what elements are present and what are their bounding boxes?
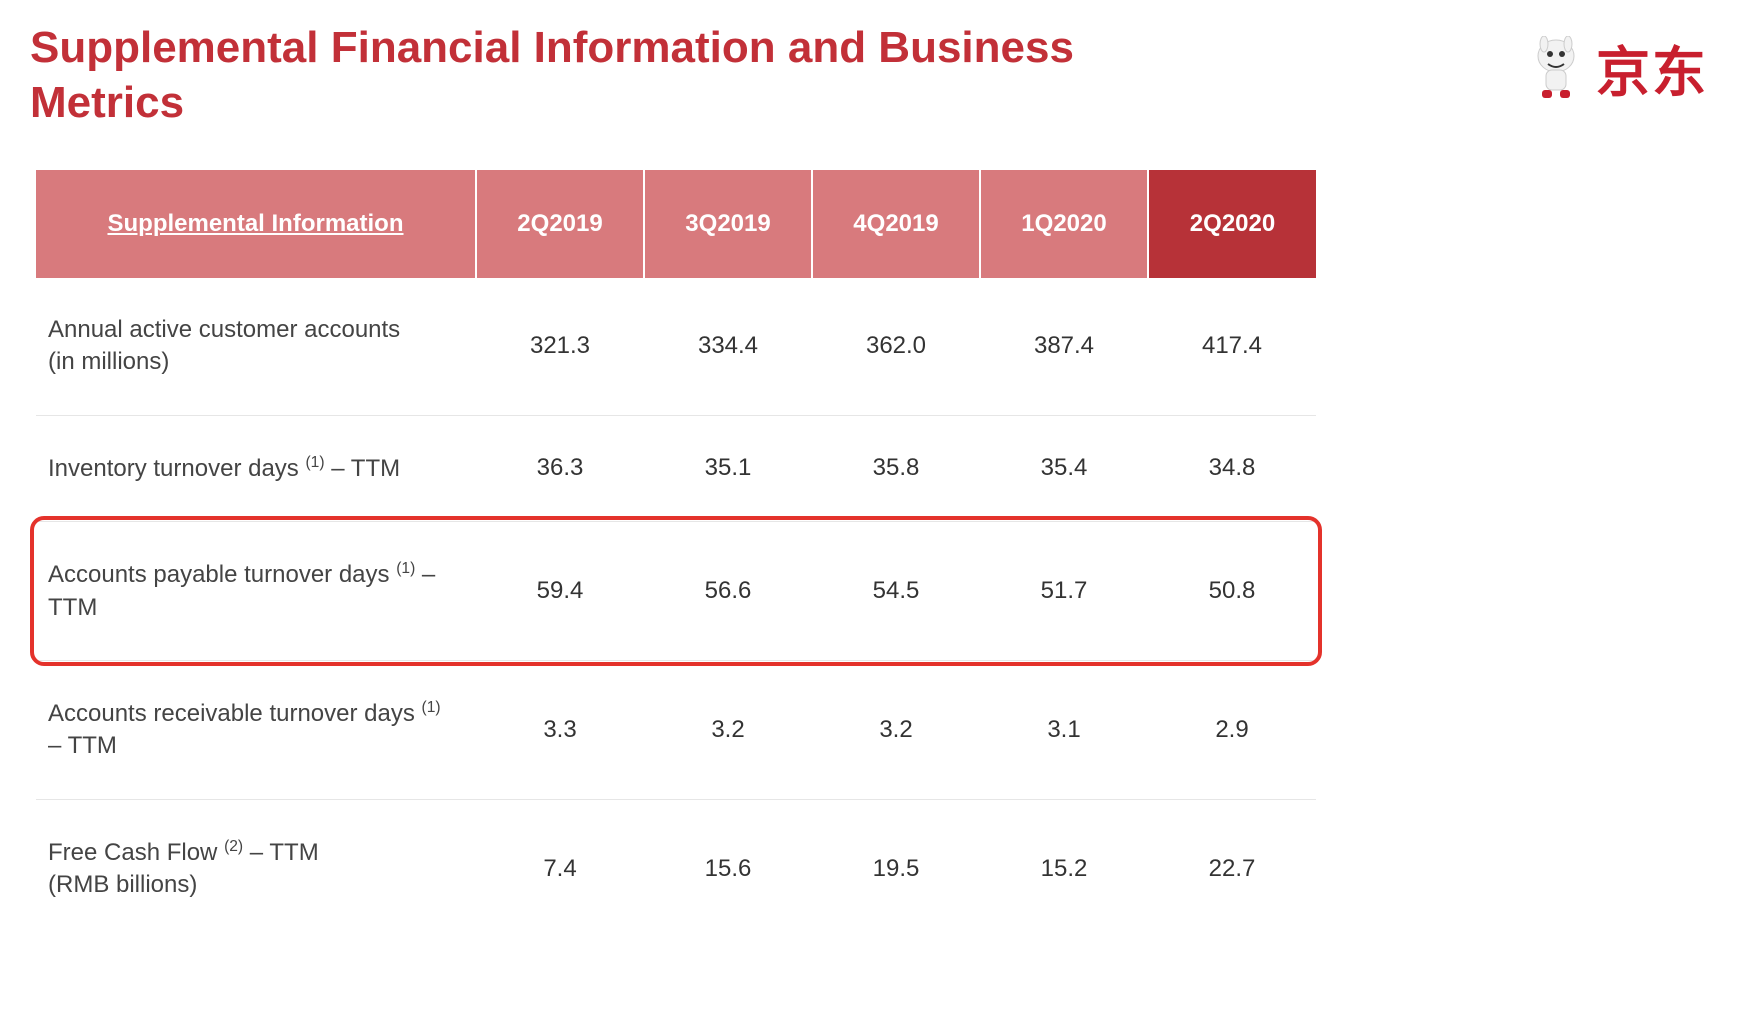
page-title: Supplemental Financial Information and B… bbox=[30, 20, 1230, 130]
cell-value: 334.4 bbox=[644, 278, 812, 415]
cell-value: 51.7 bbox=[980, 522, 1148, 661]
row-label: Free Cash Flow (2) – TTM(RMB billions) bbox=[36, 799, 476, 937]
cell-value: 15.2 bbox=[980, 799, 1148, 937]
header-col: 4Q2019 bbox=[812, 170, 980, 278]
row-label: Accounts payable turnover days (1) – TTM bbox=[36, 522, 476, 661]
cell-value: 7.4 bbox=[476, 799, 644, 937]
cell-value: 2.9 bbox=[1148, 660, 1316, 799]
table-row: Free Cash Flow (2) – TTM(RMB billions)7.… bbox=[36, 799, 1316, 937]
cell-value: 3.3 bbox=[476, 660, 644, 799]
header-first-col: Supplemental Information bbox=[36, 170, 476, 278]
cell-value: 50.8 bbox=[1148, 522, 1316, 661]
cell-value: 15.6 bbox=[644, 799, 812, 937]
table-row: Accounts receivable turnover days (1) – … bbox=[36, 660, 1316, 799]
cell-value: 387.4 bbox=[980, 278, 1148, 415]
table-row: Inventory turnover days (1) – TTM36.335.… bbox=[36, 415, 1316, 521]
cell-value: 3.1 bbox=[980, 660, 1148, 799]
cell-value: 35.8 bbox=[812, 415, 980, 521]
row-label: Accounts receivable turnover days (1) – … bbox=[36, 660, 476, 799]
mascot-icon bbox=[1528, 36, 1584, 100]
cell-value: 321.3 bbox=[476, 278, 644, 415]
header-col: 3Q2019 bbox=[644, 170, 812, 278]
header: Supplemental Financial Information and B… bbox=[30, 20, 1708, 130]
cell-value: 56.6 bbox=[644, 522, 812, 661]
table-row: Annual active customer accounts(in milli… bbox=[36, 278, 1316, 415]
metrics-table: Supplemental Information2Q20193Q20194Q20… bbox=[36, 170, 1316, 938]
table-body: Annual active customer accounts(in milli… bbox=[36, 278, 1316, 938]
logo-text: 京东 bbox=[1596, 28, 1708, 107]
cell-value: 35.4 bbox=[980, 415, 1148, 521]
cell-value: 3.2 bbox=[644, 660, 812, 799]
cell-value: 34.8 bbox=[1148, 415, 1316, 521]
cell-value: 59.4 bbox=[476, 522, 644, 661]
cell-value: 22.7 bbox=[1148, 799, 1316, 937]
row-label: Annual active customer accounts(in milli… bbox=[36, 278, 476, 415]
cell-value: 19.5 bbox=[812, 799, 980, 937]
cell-value: 362.0 bbox=[812, 278, 980, 415]
header-col: 2Q2019 bbox=[476, 170, 644, 278]
header-col: 1Q2020 bbox=[980, 170, 1148, 278]
cell-value: 54.5 bbox=[812, 522, 980, 661]
table-header: Supplemental Information2Q20193Q20194Q20… bbox=[36, 170, 1316, 278]
cell-value: 417.4 bbox=[1148, 278, 1316, 415]
cell-value: 36.3 bbox=[476, 415, 644, 521]
row-label: Inventory turnover days (1) – TTM bbox=[36, 415, 476, 521]
table-row: Accounts payable turnover days (1) – TTM… bbox=[36, 522, 1316, 661]
header-col: 2Q2020 bbox=[1148, 170, 1316, 278]
cell-value: 35.1 bbox=[644, 415, 812, 521]
metrics-table-wrap: Supplemental Information2Q20193Q20194Q20… bbox=[36, 170, 1316, 938]
cell-value: 3.2 bbox=[812, 660, 980, 799]
logo: 京东 bbox=[1528, 28, 1708, 107]
